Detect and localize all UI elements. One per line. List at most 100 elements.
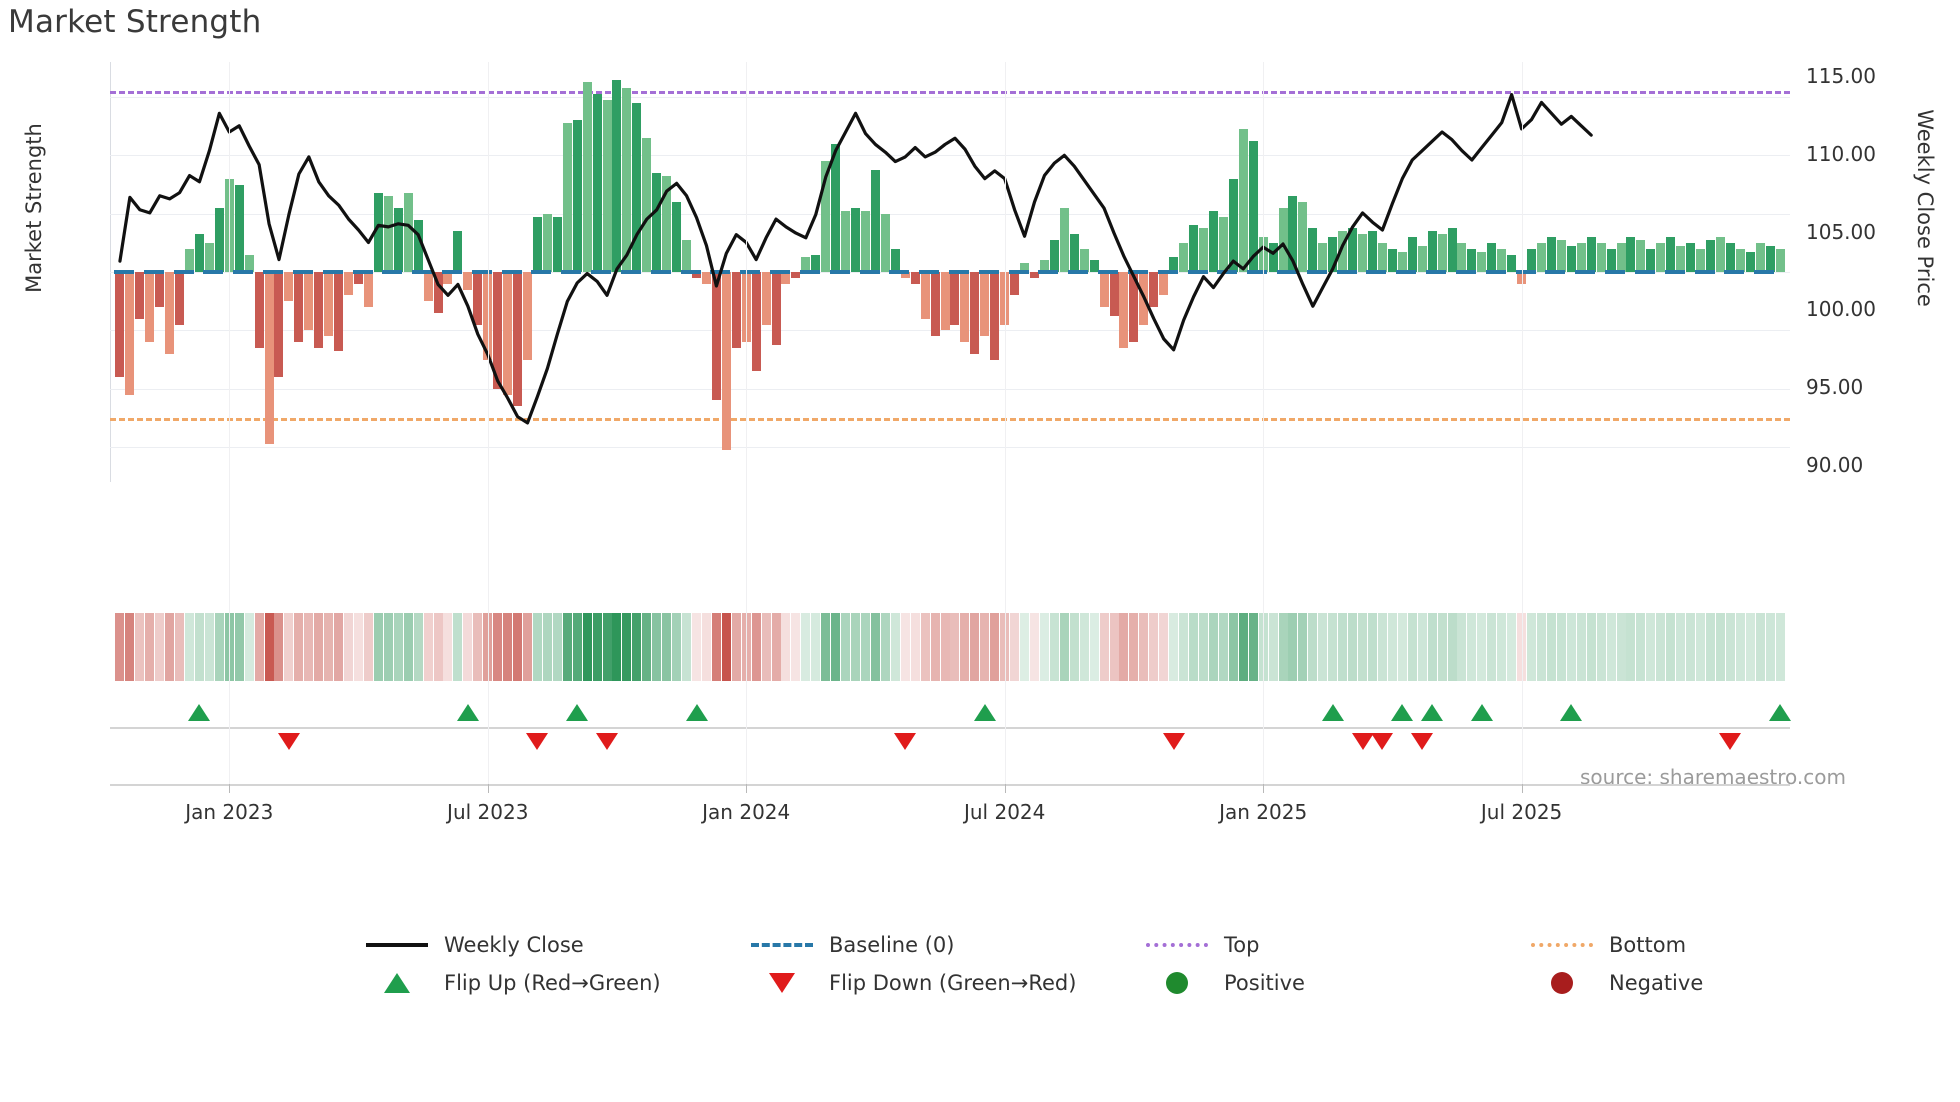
heatmap-cell bbox=[503, 613, 513, 681]
x-tick-label: Jan 2024 bbox=[702, 800, 791, 824]
baseline-segment bbox=[1575, 270, 1596, 274]
bar bbox=[552, 216, 562, 272]
heatmap-cell bbox=[135, 613, 145, 681]
legend-item[interactable]: Flip Down (Green→Red) bbox=[745, 960, 1076, 1006]
legend-item[interactable]: Weekly Close bbox=[360, 922, 584, 968]
legend-item[interactable]: Top bbox=[1140, 922, 1259, 968]
heatmap-cell bbox=[1566, 613, 1576, 681]
vertical-gridline bbox=[1004, 62, 1006, 784]
bar bbox=[1457, 242, 1467, 272]
heatmap-cell bbox=[771, 613, 781, 681]
bar bbox=[314, 272, 324, 348]
gridline bbox=[110, 155, 1790, 157]
heatmap-cell bbox=[662, 613, 672, 681]
bar bbox=[1377, 242, 1387, 272]
bar bbox=[920, 272, 930, 319]
gridline bbox=[110, 97, 1790, 98]
baseline-segment bbox=[352, 270, 373, 274]
bar bbox=[1278, 207, 1288, 272]
bar bbox=[413, 219, 423, 272]
heatmap-cell bbox=[324, 613, 334, 681]
bar bbox=[1348, 228, 1358, 272]
heatmap-cell bbox=[304, 613, 314, 681]
legend-item[interactable]: Negative bbox=[1525, 960, 1703, 1006]
bar bbox=[1248, 140, 1258, 272]
bar bbox=[1487, 242, 1497, 272]
baseline-segment bbox=[1008, 270, 1029, 274]
bar bbox=[443, 272, 453, 284]
bar bbox=[234, 184, 244, 272]
bar bbox=[652, 172, 662, 272]
heatmap-cell bbox=[1686, 613, 1696, 681]
heatmap-cell bbox=[1159, 613, 1169, 681]
bar bbox=[1546, 237, 1556, 272]
legend-triangle-down-icon bbox=[769, 973, 795, 993]
baseline-segment bbox=[1038, 270, 1059, 274]
heatmap-cell bbox=[1198, 613, 1208, 681]
heatmap-cell bbox=[1238, 613, 1248, 681]
bar bbox=[1705, 239, 1715, 272]
heatmap-cell bbox=[1527, 613, 1537, 681]
heatmap-cell bbox=[632, 613, 642, 681]
heatmap-cell bbox=[572, 613, 582, 681]
legend-item[interactable]: Flip Up (Red→Green) bbox=[360, 960, 661, 1006]
heatmap-cell bbox=[532, 613, 542, 681]
bar bbox=[612, 79, 622, 272]
weekly-close-line bbox=[110, 62, 1790, 482]
bar bbox=[165, 272, 175, 354]
heatmap-cell bbox=[1407, 613, 1417, 681]
legend-item-label: Flip Up (Red→Green) bbox=[444, 971, 661, 995]
flip-up-marker bbox=[1470, 704, 1493, 721]
baseline-segment bbox=[620, 270, 641, 274]
bar bbox=[473, 272, 483, 325]
legend-item[interactable]: Baseline (0) bbox=[745, 922, 954, 968]
bar bbox=[185, 248, 195, 272]
bar bbox=[493, 272, 503, 389]
heatmap-cell bbox=[1020, 613, 1030, 681]
baseline-segment bbox=[889, 270, 910, 274]
baseline-segment bbox=[1426, 270, 1447, 274]
baseline-segment bbox=[1396, 270, 1417, 274]
y-tick-label-right: 95.00 bbox=[1806, 375, 1864, 400]
heatmap-cell bbox=[1387, 613, 1397, 681]
bar bbox=[383, 196, 393, 272]
heatmap-cell bbox=[493, 613, 503, 681]
heatmap-cell bbox=[1536, 613, 1546, 681]
x-tick-mark bbox=[487, 784, 489, 793]
legend-item[interactable]: Bottom bbox=[1525, 922, 1686, 968]
heatmap-cell bbox=[214, 613, 224, 681]
heatmap-cell bbox=[1397, 613, 1407, 681]
heatmap-cell bbox=[1735, 613, 1745, 681]
baseline-segment bbox=[1306, 270, 1327, 274]
bar bbox=[751, 272, 761, 372]
bar bbox=[870, 169, 880, 272]
bar bbox=[1676, 245, 1686, 272]
legend-item[interactable]: Positive bbox=[1140, 960, 1305, 1006]
flip-up-marker bbox=[188, 704, 211, 721]
bar bbox=[1427, 231, 1437, 272]
bar bbox=[1039, 260, 1049, 272]
bar bbox=[145, 272, 155, 342]
baseline-segment bbox=[1485, 270, 1506, 274]
heatmap-cell bbox=[1447, 613, 1457, 681]
legend-row-2: Flip Up (Red→Green) Flip Down (Green→Red)… bbox=[0, 960, 1960, 1006]
heatmap-cell bbox=[1268, 613, 1278, 681]
heatmap-cell bbox=[920, 613, 930, 681]
heatmap-cell bbox=[1616, 613, 1626, 681]
bar bbox=[1725, 242, 1735, 272]
baseline-segment bbox=[1515, 270, 1536, 274]
heatmap-cell bbox=[264, 613, 274, 681]
bar bbox=[1556, 239, 1566, 272]
bar bbox=[433, 272, 443, 313]
heatmap-cell bbox=[244, 613, 254, 681]
baseline-segment bbox=[1605, 270, 1626, 274]
bar bbox=[1387, 248, 1397, 272]
baseline-zero bbox=[110, 62, 1790, 482]
legend-key bbox=[1140, 960, 1214, 1006]
legend-key bbox=[745, 922, 819, 968]
bar bbox=[393, 207, 403, 272]
heatmap-cell bbox=[1119, 613, 1129, 681]
heatmap-cell bbox=[990, 613, 1000, 681]
bar bbox=[1328, 237, 1338, 272]
vertical-gridline bbox=[229, 62, 231, 784]
